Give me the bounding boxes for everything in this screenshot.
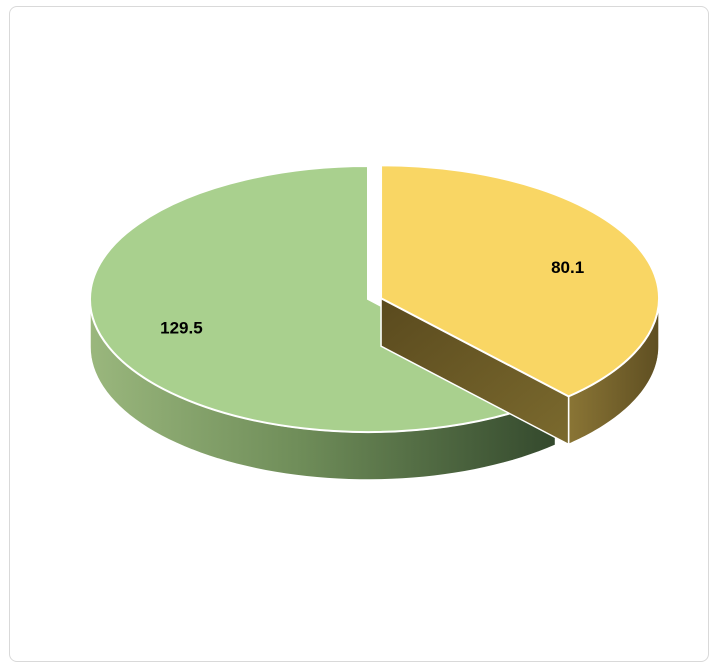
chart-card: 80.1 129.5: [9, 6, 709, 662]
pie-chart: 80.1 129.5: [89, 164, 661, 481]
pie-slice-1: [380, 164, 661, 398]
pie-data-label-1: 80.1: [551, 258, 584, 277]
pie-data-label-2: 129.5: [160, 318, 203, 337]
